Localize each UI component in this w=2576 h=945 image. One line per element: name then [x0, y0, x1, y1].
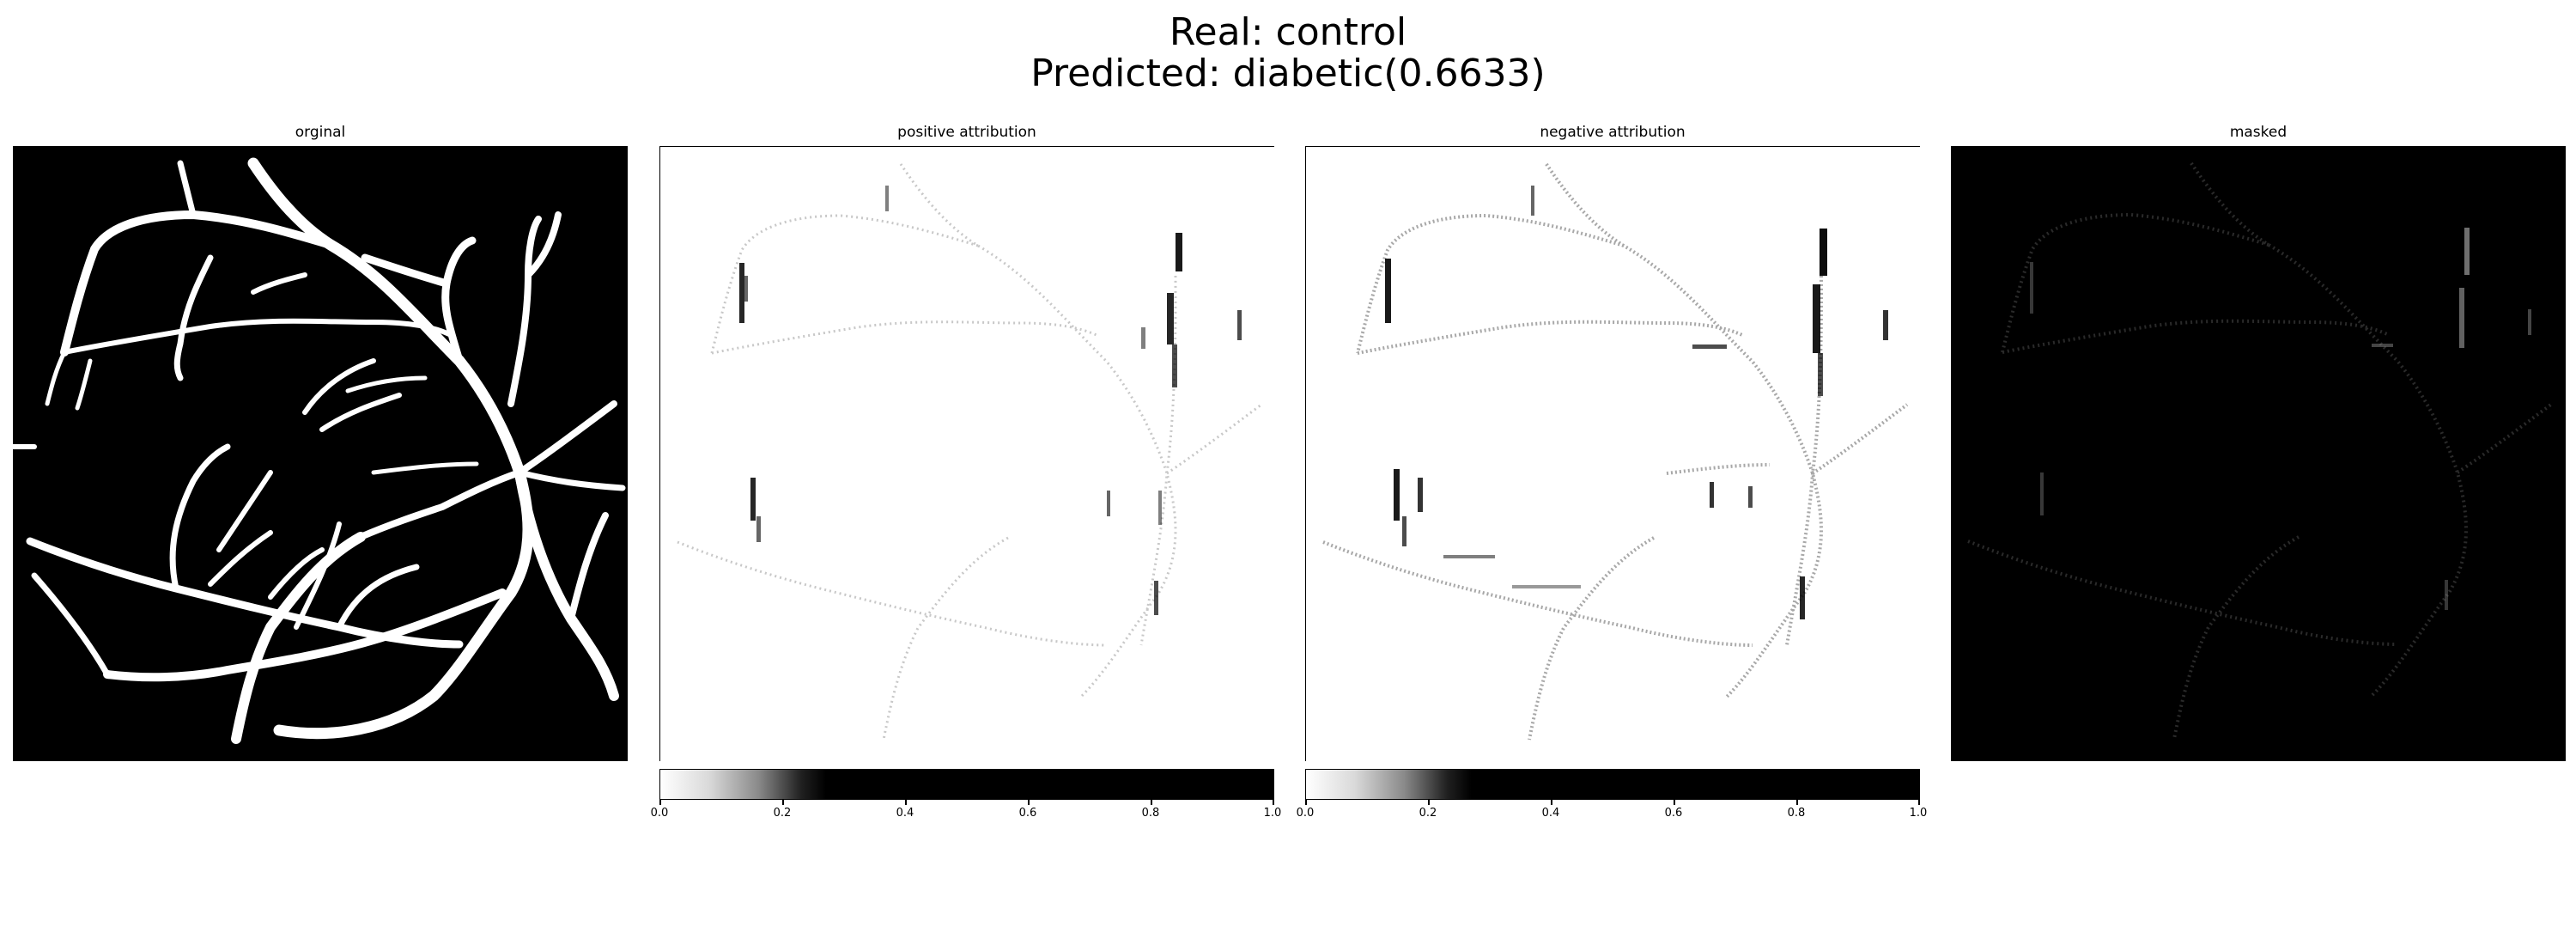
colorbar-tick-mark	[1028, 800, 1030, 805]
colorbar-tick-mark	[782, 800, 784, 805]
colorbar-tick-mark	[1674, 800, 1675, 805]
negative-attribution-colorbar	[1305, 769, 1920, 800]
colorbar-tick-label: 0.0	[1296, 807, 1315, 820]
colorbar-tick-label: 0.6	[1018, 807, 1037, 820]
positive-attribution-map	[660, 147, 1275, 762]
positive-attribution-colorbar	[659, 769, 1274, 800]
colorbar-tick-mark	[1918, 800, 1920, 805]
panel-title-masked: masked	[2229, 124, 2287, 141]
colorbar-tick-label: 0.2	[773, 807, 792, 820]
negative-attribution-map	[1306, 147, 1921, 762]
colorbar-tick-mark	[1551, 800, 1552, 805]
colorbar-tick-label: 0.2	[1419, 807, 1437, 820]
colorbar-tick-label: 1.0	[1909, 807, 1928, 820]
masked-vessel-map	[1951, 146, 2566, 761]
figure-title-real: Real: control	[1169, 10, 1407, 54]
figure-title: Real: control Predicted: diabetic(0.6633…	[0, 12, 2576, 94]
colorbar-tick-mark	[1273, 800, 1274, 805]
positive-attribution-image	[659, 146, 1275, 762]
positive-attribution-colorbar-ticks: 0.0 0.2 0.4 0.6 0.8 1.0	[651, 800, 1281, 826]
colorbar-tick-mark	[1796, 800, 1798, 805]
colorbar-tick-label: 0.8	[1787, 807, 1806, 820]
colorbar-tick-label: 0.0	[650, 807, 669, 820]
colorbar-tick-label: 0.4	[896, 807, 914, 820]
panel-title-negative-attribution: negative attribution	[1540, 124, 1686, 141]
colorbar-tick-mark	[1305, 800, 1307, 805]
colorbar-tick-mark	[1428, 800, 1430, 805]
masked-image	[1951, 146, 2566, 761]
panel-title-original: orginal	[295, 124, 346, 141]
figure-title-predicted: Predicted: diabetic(0.6633)	[1030, 52, 1546, 95]
colorbar-tick-label: 0.6	[1664, 807, 1683, 820]
panel-title-positive-attribution: positive attribution	[897, 124, 1036, 141]
colorbar-tick-mark	[1151, 800, 1152, 805]
original-vessel-map	[13, 146, 628, 761]
negative-attribution-image	[1305, 146, 1921, 762]
colorbar-tick-label: 0.4	[1541, 807, 1560, 820]
colorbar-tick-label: 0.8	[1141, 807, 1160, 820]
colorbar-tick-label: 1.0	[1263, 807, 1282, 820]
colorbar-tick-mark	[659, 800, 661, 805]
original-image	[13, 146, 628, 761]
negative-attribution-colorbar-ticks: 0.0 0.2 0.4 0.6 0.8 1.0	[1297, 800, 1927, 826]
colorbar-tick-mark	[905, 800, 907, 805]
